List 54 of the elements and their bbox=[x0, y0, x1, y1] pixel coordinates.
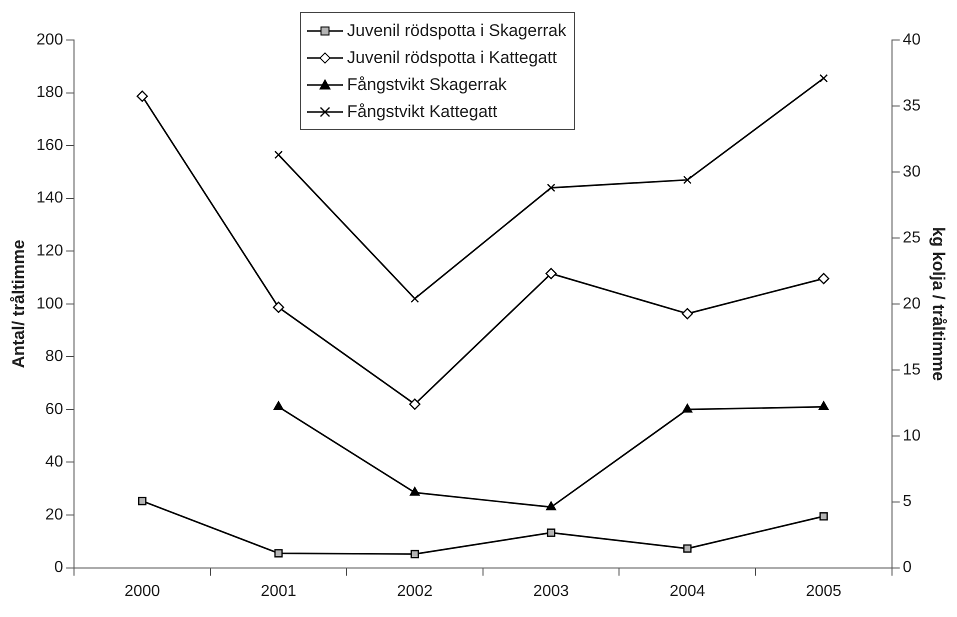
point bbox=[274, 150, 283, 159]
point bbox=[682, 404, 692, 413]
point bbox=[683, 176, 692, 184]
x-tick-label: 2002 bbox=[397, 582, 433, 600]
y-tick-label: 180 bbox=[36, 84, 64, 102]
y-tick-label: 160 bbox=[36, 136, 64, 154]
y-tick-label: 100 bbox=[36, 295, 64, 312]
x-tick-label: 2005 bbox=[806, 582, 842, 600]
y2-tick-label: 30 bbox=[902, 163, 921, 180]
y2-tick-label: 35 bbox=[902, 97, 921, 114]
y-tick-label: 200 bbox=[36, 31, 64, 48]
point bbox=[546, 528, 556, 537]
y-tick-label: 40 bbox=[45, 454, 64, 471]
point bbox=[274, 401, 284, 410]
y2-tick-label: 40 bbox=[902, 31, 921, 48]
legend-label: Fångstvikt Skagerrak bbox=[347, 74, 507, 96]
point bbox=[682, 308, 694, 320]
y-axis-title: Antal/ tråltimme bbox=[8, 240, 28, 368]
y-tick-label: 0 bbox=[54, 559, 64, 576]
x-tick-label: 2004 bbox=[670, 582, 706, 600]
y2-tick-label: 0 bbox=[902, 559, 912, 576]
point bbox=[410, 294, 419, 303]
point bbox=[409, 398, 420, 410]
point bbox=[410, 550, 419, 558]
point bbox=[136, 90, 148, 102]
point bbox=[138, 496, 146, 506]
point bbox=[819, 512, 828, 521]
point bbox=[818, 401, 829, 410]
point bbox=[545, 268, 557, 280]
point bbox=[819, 74, 828, 82]
x-tick-label: 2001 bbox=[260, 582, 296, 600]
point bbox=[410, 486, 420, 496]
x-tick-label: 2000 bbox=[124, 582, 160, 600]
legend-label: Fångstvikt Kattegatt bbox=[347, 101, 498, 123]
y2-tick-label: 15 bbox=[902, 361, 921, 378]
x-tick-label: 2003 bbox=[533, 582, 569, 600]
point bbox=[683, 544, 692, 553]
y2-tick-label: 5 bbox=[902, 493, 912, 510]
point bbox=[546, 501, 556, 510]
y2-tick-label: 10 bbox=[902, 427, 921, 444]
point bbox=[546, 184, 556, 192]
point bbox=[274, 549, 283, 558]
y2-axis-title: kg kolja / tråltimme bbox=[929, 226, 948, 381]
legend-label: Juvenil rödspotta i Kattegatt bbox=[347, 47, 557, 69]
y2-tick-label: 20 bbox=[902, 295, 921, 312]
y-tick-label: 120 bbox=[36, 242, 64, 260]
y-tick-label: 20 bbox=[45, 506, 64, 524]
y2-tick-label: 25 bbox=[902, 229, 921, 246]
legend-label: Juvenil rödspotta i Skagerrak bbox=[347, 20, 566, 42]
y-tick-label: 60 bbox=[45, 400, 64, 418]
y-tick-label: 140 bbox=[36, 190, 64, 207]
point bbox=[272, 302, 284, 313]
point bbox=[818, 272, 830, 284]
y-tick-label: 80 bbox=[45, 348, 64, 366]
